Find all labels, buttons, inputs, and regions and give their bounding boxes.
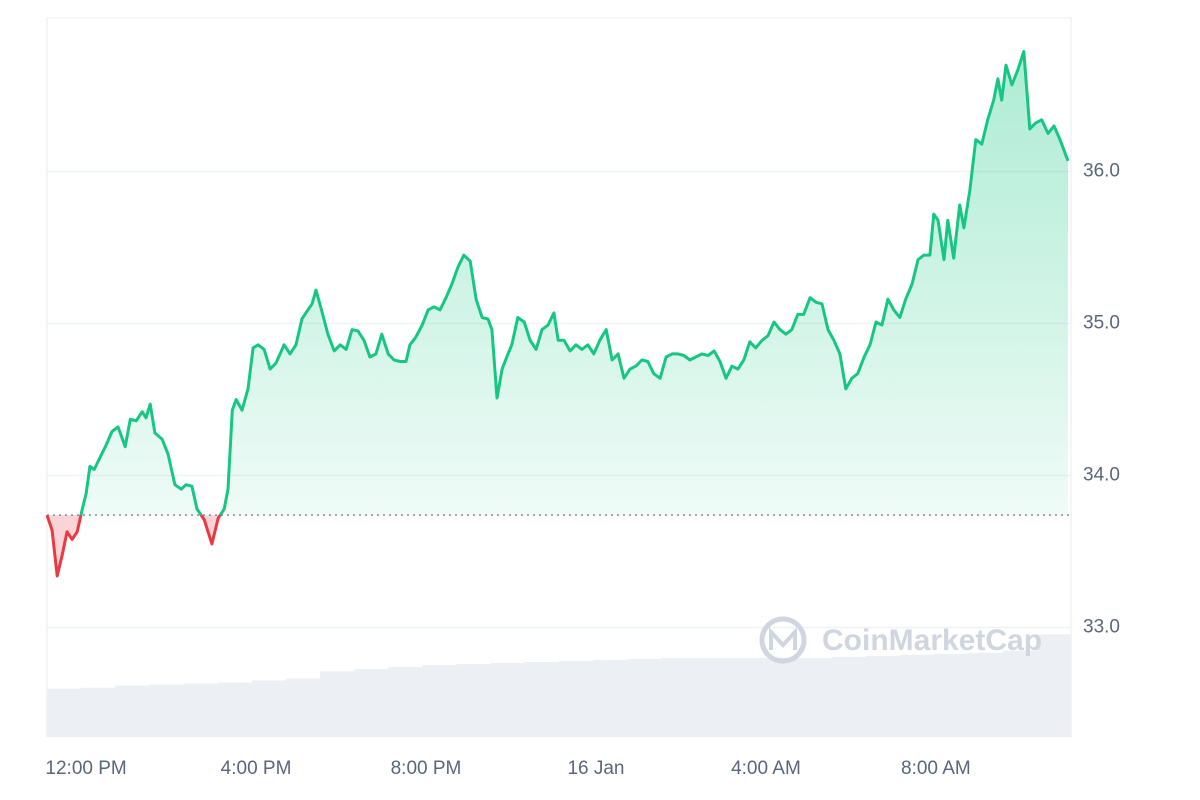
volume-bar xyxy=(763,657,799,737)
volume-bar xyxy=(115,685,150,737)
volume-bar xyxy=(81,687,116,737)
volume-bar xyxy=(695,657,731,737)
volume-bar xyxy=(456,664,492,737)
volume-bar xyxy=(934,653,970,737)
y-tick-label: 35.0 xyxy=(1083,313,1120,334)
volume-bar xyxy=(627,658,662,737)
volume-bar xyxy=(320,671,355,737)
volume-bar xyxy=(797,657,833,737)
volume-bar xyxy=(1036,634,1072,737)
volume-bar xyxy=(1002,650,1038,737)
volume-bar xyxy=(968,652,1004,737)
y-tick-label: 36.0 xyxy=(1083,161,1120,182)
plot-layer xyxy=(45,49,1071,578)
volume-bar xyxy=(900,654,935,737)
volume-bar xyxy=(354,669,389,737)
volume-layer xyxy=(47,634,1072,737)
volume-bar xyxy=(524,662,560,737)
area-up xyxy=(80,51,1068,516)
volume-bar xyxy=(866,655,901,737)
volume-bar xyxy=(388,667,423,737)
volume-bar xyxy=(149,684,185,737)
volume-bar xyxy=(661,657,697,737)
y-tick-label: 34.0 xyxy=(1083,465,1120,486)
x-tick-label: 8:00 AM xyxy=(901,758,971,779)
x-tick-label: 12:00 PM xyxy=(45,758,126,779)
volume-bar xyxy=(832,656,867,737)
volume-bar xyxy=(251,680,287,737)
volume-bar xyxy=(559,660,594,737)
x-tick-label: 4:00 PM xyxy=(221,758,292,779)
y-tick-label: 33.0 xyxy=(1083,617,1120,638)
price-line-up xyxy=(47,49,1070,516)
volume-bar xyxy=(47,688,82,737)
volume-bar xyxy=(422,665,458,737)
x-tick-label: 8:00 PM xyxy=(391,758,462,779)
watermark-icon xyxy=(759,616,807,664)
volume-bar xyxy=(183,683,219,737)
volume-bar xyxy=(593,659,628,737)
volume-bar xyxy=(217,682,253,737)
watermark-text: CoinMarketCap xyxy=(822,624,1042,657)
volume-bar xyxy=(285,678,321,737)
price-line-down xyxy=(45,515,222,578)
volume-bar xyxy=(490,663,526,737)
watermark-icon-m xyxy=(769,626,797,650)
watermark: CoinMarketCap xyxy=(759,616,1042,664)
volume-bar xyxy=(729,657,765,737)
x-tick-label: 4:00 AM xyxy=(731,758,801,779)
x-tick-label: 16 Jan xyxy=(567,758,624,779)
